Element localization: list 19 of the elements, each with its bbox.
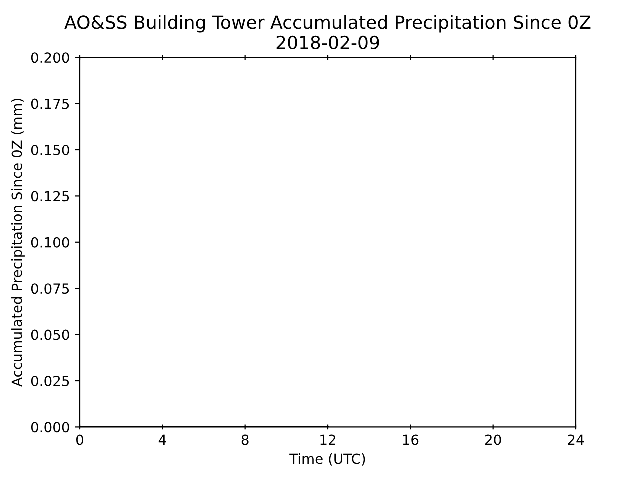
y-tick-label: 0.175 bbox=[31, 98, 70, 110]
y-tick-label: 0.000 bbox=[31, 422, 70, 433]
x-axis-title: Time (UTC) bbox=[290, 453, 366, 466]
x-tick-label: 12 bbox=[320, 434, 336, 446]
y-tick-label: 0.125 bbox=[31, 191, 70, 202]
y-axis-title: Accumulated Precipitation Since 0Z (mm) bbox=[12, 98, 25, 387]
x-tick-label: 16 bbox=[403, 434, 419, 446]
y-tick-label: 0.050 bbox=[31, 330, 70, 340]
x-tick-label: 4 bbox=[158, 434, 166, 446]
y-tick-label: 0.100 bbox=[31, 237, 70, 248]
x-tick-label: 20 bbox=[486, 434, 502, 446]
y-tick-label: 0.150 bbox=[31, 144, 70, 156]
y-tick-label: 0.075 bbox=[31, 284, 70, 294]
chart-title: AO&SS Building Tower Accumulated Precipitation Since 0Z 2018-02-09 bbox=[64, 15, 591, 50]
x-tick-label: 24 bbox=[568, 434, 584, 446]
y-tick-label: 0.025 bbox=[31, 376, 70, 386]
y-tick-label: 0.200 bbox=[31, 52, 70, 64]
x-tick-label: 8 bbox=[242, 434, 249, 446]
x-tick-label: 0 bbox=[76, 434, 84, 446]
